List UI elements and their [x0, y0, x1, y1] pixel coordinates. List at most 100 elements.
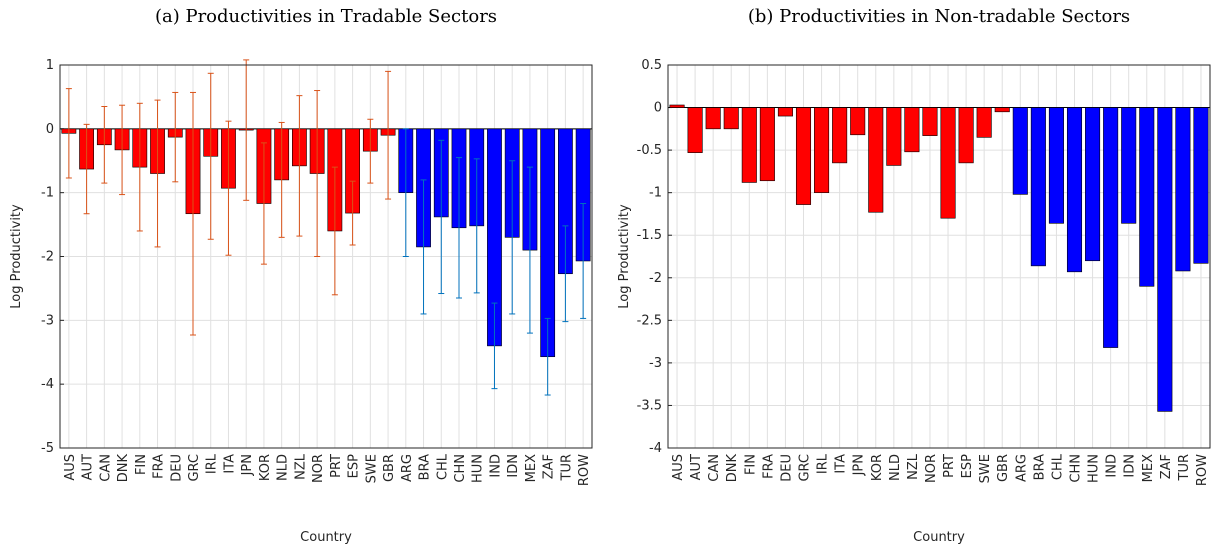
- x-tick-label: ROW: [1195, 454, 1210, 486]
- bar: [759, 107, 775, 182]
- plot-area: [668, 65, 1210, 448]
- error-bar: [154, 99, 161, 248]
- panel: (b) Productivities in Non-tradable Secto…: [617, 6, 1211, 545]
- x-tick-label: ITA: [834, 454, 849, 474]
- x-tick-label: DNK: [116, 454, 131, 483]
- bar: [1103, 107, 1119, 348]
- bar: [976, 107, 992, 138]
- y-tick-label: -4: [649, 441, 662, 456]
- bar: [669, 104, 685, 108]
- y-tick-label: -2: [41, 250, 54, 265]
- x-tick-label: NLD: [276, 454, 291, 481]
- x-tick-label: AUS: [671, 454, 686, 481]
- error-bar: [385, 70, 392, 200]
- x-tick-label: ZAF: [542, 454, 557, 479]
- x-tick-label: ESP: [347, 454, 362, 478]
- error-bar: [562, 225, 569, 323]
- x-tick-label: IRL: [205, 453, 220, 474]
- x-tick-label: ITA: [222, 454, 237, 474]
- error-bar: [136, 102, 143, 232]
- x-tick-label: IDN: [1123, 454, 1138, 478]
- error-bar: [580, 203, 587, 319]
- bar: [1030, 107, 1046, 267]
- x-tick-label: HUN: [1087, 454, 1102, 483]
- bar: [1175, 107, 1191, 272]
- error-bar: [438, 139, 445, 295]
- x-tick-label: CAN: [98, 454, 113, 482]
- y-tick-label: 1: [46, 58, 54, 73]
- y-axis-label: Log Productivity: [9, 204, 24, 309]
- y-tick-label: 0: [46, 122, 54, 137]
- x-tick-label: ARG: [1014, 454, 1029, 482]
- x-tick-label: KOR: [258, 454, 273, 481]
- x-tick-label: ROW: [577, 454, 592, 486]
- bar: [904, 107, 920, 153]
- bar: [958, 107, 974, 164]
- error-bar: [473, 158, 480, 294]
- bar: [795, 107, 812, 205]
- x-tick-label: ZAF: [1159, 454, 1174, 479]
- y-tick-label: -3: [649, 356, 662, 371]
- error-bar: [367, 118, 374, 184]
- x-tick-label: AUT: [689, 454, 704, 480]
- bar: [1193, 107, 1209, 264]
- error-bar: [260, 142, 267, 265]
- x-tick-label: PRT: [329, 454, 344, 478]
- bar: [832, 107, 848, 164]
- bar: [1066, 107, 1083, 273]
- x-tick-label: GBR: [996, 454, 1011, 482]
- x-tick-label: TUR: [559, 454, 574, 482]
- x-tick-label: DEU: [779, 454, 794, 482]
- error-bar: [456, 157, 462, 299]
- error-bar: [65, 88, 72, 179]
- x-tick-label: HUN: [471, 454, 486, 483]
- bar: [922, 107, 938, 136]
- error-bar: [544, 317, 551, 396]
- y-tick-label: -2.5: [637, 313, 662, 328]
- error-bar: [526, 166, 533, 334]
- error-bar: [491, 302, 498, 390]
- y-tick-label: -4: [41, 377, 54, 392]
- x-tick-label: CHL: [435, 453, 450, 480]
- bar: [1157, 107, 1173, 412]
- error-bar: [101, 105, 108, 184]
- x-tick-label: FRA: [761, 454, 776, 479]
- bar: [705, 107, 721, 130]
- x-tick-label: CHL: [1050, 453, 1065, 480]
- x-tick-label: FIN: [743, 454, 758, 475]
- x-tick-label: AUT: [81, 454, 96, 480]
- error-bar: [314, 90, 321, 257]
- chart-title: (b) Productivities in Non-tradable Secto…: [748, 6, 1130, 27]
- error-bar: [331, 166, 338, 296]
- error-bar: [190, 91, 196, 336]
- error-bar: [119, 104, 126, 196]
- x-tick-label: IDN: [506, 454, 521, 478]
- error-bar: [225, 120, 232, 256]
- x-tick-label: FRA: [152, 454, 167, 479]
- x-tick-label: GBR: [382, 454, 397, 482]
- error-bar: [402, 128, 409, 257]
- error-bar: [243, 59, 250, 201]
- x-tick-label: IND: [488, 454, 503, 478]
- bar: [1012, 107, 1028, 195]
- x-tick-label: BRA: [418, 454, 433, 480]
- x-tick-label: KOR: [870, 454, 885, 481]
- axes-frame: [667, 64, 1211, 449]
- x-tick-label: NZL: [906, 453, 921, 480]
- x-axis-label: Country: [913, 530, 965, 545]
- bar: [723, 107, 739, 130]
- x-tick-label: DNK: [725, 454, 740, 483]
- x-tick-label: IRL: [816, 453, 831, 474]
- x-tick-label: NOR: [311, 454, 326, 483]
- y-tick-label: -3: [41, 313, 54, 328]
- bar: [1139, 107, 1155, 287]
- bar: [868, 107, 884, 213]
- x-tick-label: MEX: [524, 454, 539, 482]
- y-tick-label: 0.5: [641, 58, 662, 73]
- x-tick-label: GRC: [187, 454, 202, 482]
- error-bar: [296, 95, 303, 237]
- x-tick-label: DEU: [169, 454, 184, 482]
- x-tick-label: IND: [1105, 454, 1120, 478]
- bar: [814, 107, 830, 193]
- y-tick-label: 0: [654, 101, 662, 116]
